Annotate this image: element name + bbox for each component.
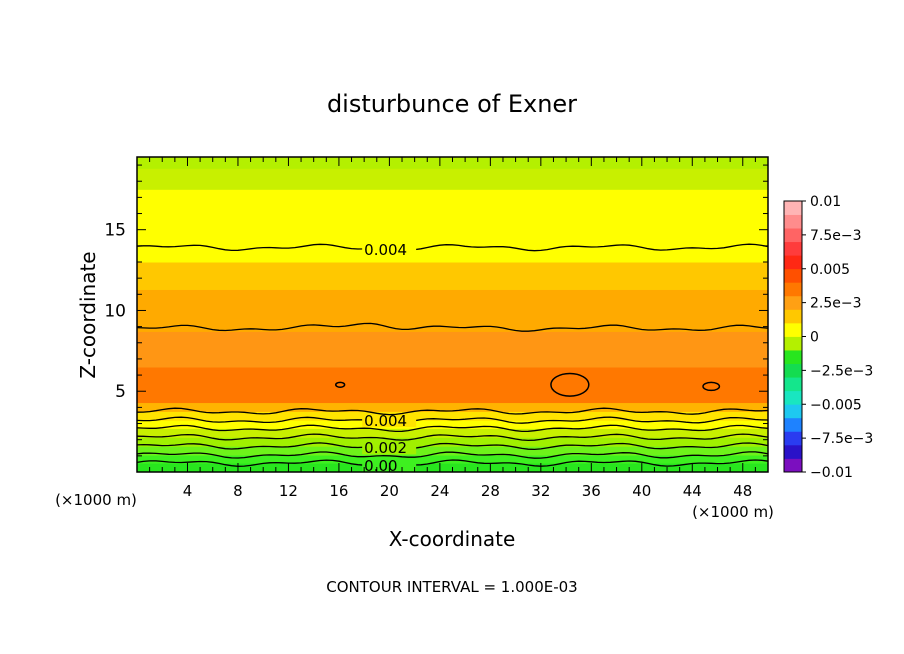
colorbar-swatch (784, 295, 802, 310)
colorbar-swatch (784, 228, 802, 243)
contour-label-5: 0.004 (364, 412, 407, 430)
contour-band-6 (137, 411, 768, 421)
closed-contour-2 (702, 381, 721, 392)
plot-area (137, 157, 768, 473)
colorbar-label: −7.5e−3 (810, 431, 873, 447)
x-unit-left: (×1000 m) (55, 491, 137, 509)
contour-band-11 (137, 262, 768, 290)
y-tick-label: 5 (115, 382, 126, 402)
closed-contour-0 (335, 381, 346, 388)
colorbar-label: −0.005 (810, 397, 862, 413)
contour-band-4 (137, 428, 768, 438)
contour-label-bg-5 (362, 411, 417, 427)
contour-line-3 (136, 433, 769, 442)
colorbar-swatch (784, 417, 802, 432)
x-unit-right: (×1000 m) (692, 503, 774, 521)
contour-label-bg-2 (362, 439, 417, 455)
colorbar-label: −2.5e−3 (810, 363, 873, 379)
colorbar-swatch (784, 309, 802, 324)
colorbar-label: 2.5e−3 (810, 296, 862, 312)
x-tick-label: 24 (430, 482, 449, 500)
contour-band-8 (137, 367, 768, 404)
x-tick-label: 40 (632, 482, 651, 500)
colorbar-swatch (784, 322, 802, 337)
contour-line-7 (136, 322, 769, 332)
contour-band-7 (137, 402, 768, 412)
contour-band-5 (137, 420, 768, 429)
colorbar-swatch (784, 282, 802, 297)
contour-band-2 (137, 446, 768, 456)
colorbar-label: 7.5e−3 (810, 228, 862, 244)
contour-band-13 (137, 168, 768, 190)
y-tick-label: 15 (104, 221, 126, 241)
colorbar-swatch (784, 336, 802, 351)
colorbar-label: 0 (810, 330, 819, 346)
contour-line-4 (136, 424, 769, 433)
x-tick-label: 4 (183, 482, 193, 500)
contour-label-bg-8 (362, 240, 417, 256)
x-tick-label: 8 (233, 482, 243, 500)
colorbar-swatch (784, 431, 802, 446)
x-tick-label: 48 (733, 482, 752, 500)
contour-line-0 (136, 459, 769, 467)
contour-line-2 (136, 442, 769, 451)
y-tick-label: 10 (104, 301, 126, 321)
colorbar-swatch (784, 377, 802, 392)
colorbar-swatch (784, 201, 802, 215)
x-tick-label: 12 (279, 482, 298, 500)
contour-band-10 (137, 289, 768, 332)
contour-interval-note: CONTOUR INTERVAL = 1.000E-03 (326, 578, 577, 596)
contour-line-6 (136, 407, 769, 416)
colorbar-swatch (784, 214, 802, 229)
chart-title: disturbunce of Exner (327, 90, 577, 118)
colorbar-swatch (784, 350, 802, 364)
colorbar-swatch (784, 458, 802, 473)
x-tick-label: 32 (531, 482, 550, 500)
contour-line-5 (136, 416, 769, 425)
contour-label-2: 0.002 (364, 439, 407, 457)
contour-band-3 (137, 437, 768, 447)
closed-contour-1 (550, 372, 590, 397)
colorbar-swatch (784, 404, 802, 419)
contour-line-1 (136, 451, 769, 459)
x-tick-label: 28 (481, 482, 500, 500)
contour-band-12 (137, 189, 768, 263)
contour-band-9 (137, 331, 768, 368)
colorbar-swatch (784, 444, 802, 459)
contour-line-8 (136, 243, 769, 252)
colorbar-swatch (784, 255, 802, 270)
y-axis-label: Z-coordinate (76, 251, 100, 378)
colorbar-swatch (784, 268, 802, 283)
x-axis-label: X-coordinate (389, 527, 516, 551)
x-tick-label: 16 (329, 482, 348, 500)
colorbar-swatch (784, 390, 802, 405)
x-tick-label: 44 (683, 482, 702, 500)
x-tick-label: 36 (582, 482, 601, 500)
colorbar: 0.01 7.5e−3 0.005 2.5e−3 0 −2.5e−3 −0.005 −7.5e… (783, 194, 873, 481)
x-axis-ticks: 4 8 12 16 20 24 28 32 36 40 44 48 (149, 157, 756, 500)
contour-band-1 (137, 455, 768, 464)
x-tick-label: 20 (380, 482, 399, 500)
colorbar-label: 0.005 (810, 262, 850, 278)
colorbar-swatch (784, 363, 802, 378)
contour-label-8: 0.004 (364, 241, 407, 259)
colorbar-label: 0.01 (810, 194, 841, 210)
colorbar-label: −0.01 (810, 465, 853, 481)
colorbar-swatch (784, 241, 802, 256)
y-axis-ticks: 5 10 15 (104, 164, 768, 457)
contour-band-14 (137, 157, 768, 169)
